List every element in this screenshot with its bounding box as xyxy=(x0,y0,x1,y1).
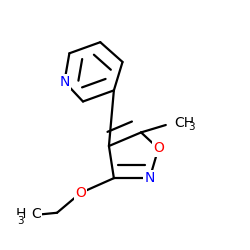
Text: N: N xyxy=(59,75,70,89)
Text: H: H xyxy=(16,207,26,221)
Text: 3: 3 xyxy=(188,122,195,132)
Text: C: C xyxy=(31,207,41,221)
Text: O: O xyxy=(153,142,164,156)
Text: CH: CH xyxy=(174,116,195,130)
Text: N: N xyxy=(144,171,155,185)
Text: 3: 3 xyxy=(17,216,24,226)
Text: O: O xyxy=(75,186,86,200)
